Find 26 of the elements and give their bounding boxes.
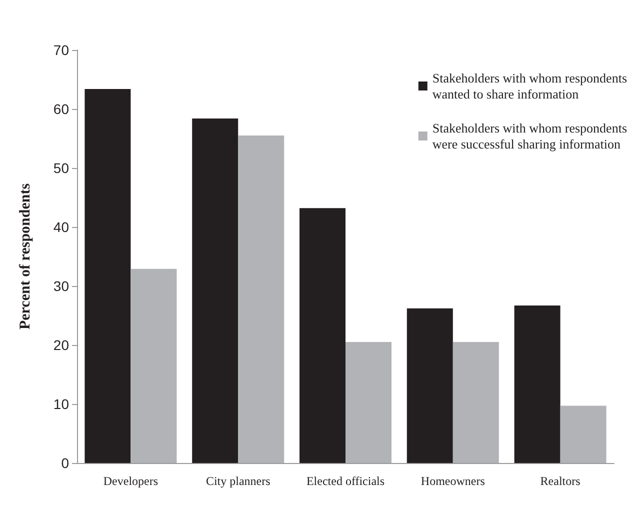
- y-tick-label: 50: [53, 160, 70, 176]
- legend-label: Stakeholders with whom respondents wanted to share information: [432, 70, 628, 102]
- y-tick-label: 20: [53, 337, 70, 353]
- y-axis-title: Percent of respondents: [18, 183, 34, 330]
- x-tick-label: Elected officials: [306, 474, 385, 488]
- x-tick-label: City planners: [206, 474, 271, 488]
- bar: [452, 342, 499, 463]
- x-tick-label: Realtors: [540, 474, 581, 488]
- y-tick-label: 40: [53, 219, 70, 235]
- bar: [406, 308, 453, 463]
- bar: [560, 406, 606, 463]
- y-tick-label: 10: [53, 396, 70, 412]
- bar: [346, 342, 392, 463]
- y-tick-label: 0: [61, 455, 70, 471]
- y-tick-label: 30: [53, 278, 70, 294]
- x-tick-label: Homeowners: [420, 474, 486, 488]
- bar: [192, 118, 238, 463]
- bar: [84, 88, 131, 463]
- y-tick-label: 70: [53, 42, 70, 58]
- y-tick-label: 60: [53, 101, 70, 117]
- legend-label: Stakeholders with whom respondents were successful sharing information: [432, 120, 628, 152]
- bar: [238, 136, 284, 463]
- bar: [130, 268, 177, 463]
- bar: [514, 305, 560, 463]
- bar: [300, 208, 346, 463]
- x-tick-label: Developers: [103, 474, 158, 488]
